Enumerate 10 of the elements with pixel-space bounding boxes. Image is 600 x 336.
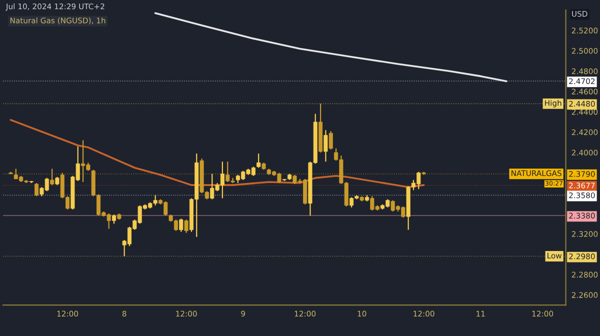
candlestick	[328, 130, 333, 150]
candlestick	[256, 152, 261, 168]
line-series	[154, 12, 508, 82]
candlestick	[112, 214, 116, 224]
candlestick	[34, 182, 39, 197]
candlestick	[50, 168, 54, 186]
candlestick	[179, 218, 184, 232]
candlestick	[324, 130, 328, 162]
line-series	[10, 119, 425, 188]
candlestick	[184, 219, 188, 234]
